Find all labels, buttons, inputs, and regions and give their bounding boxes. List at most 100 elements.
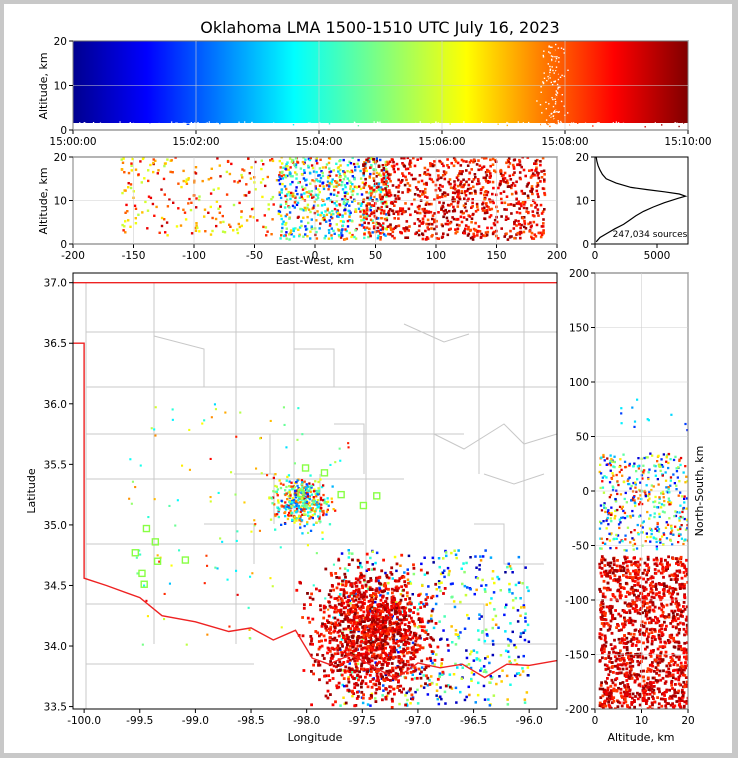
plan-view-source xyxy=(515,672,519,675)
east-west-source xyxy=(440,162,444,165)
time-height-source xyxy=(576,123,578,126)
plan-view-source xyxy=(521,667,524,670)
plan-view-source xyxy=(384,646,387,650)
east-west-source xyxy=(328,170,331,174)
plan-view-source xyxy=(373,668,377,671)
time-height-source xyxy=(522,122,524,124)
east-west-source xyxy=(513,158,517,161)
time-height-source xyxy=(549,117,551,119)
time-height-source xyxy=(637,57,639,59)
time-height-source xyxy=(556,73,558,75)
time-height-source xyxy=(545,88,547,91)
east-west-source xyxy=(510,212,513,215)
east-west-source xyxy=(337,229,340,232)
east-west-source xyxy=(537,176,541,180)
plan-view-source xyxy=(395,562,399,566)
east-west-source xyxy=(244,194,248,197)
east-west-source xyxy=(364,166,367,170)
plan-view-source xyxy=(359,652,363,656)
east-west-source xyxy=(500,197,503,201)
east-west-source xyxy=(147,195,151,198)
plan-view-source xyxy=(312,503,315,506)
east-west-source xyxy=(464,227,467,231)
plan-view-source xyxy=(368,669,371,672)
time-height-source xyxy=(328,123,331,125)
plan-view-source xyxy=(248,628,251,631)
plan-view-source xyxy=(370,659,374,663)
plan-view-source xyxy=(365,633,369,637)
east-west-source xyxy=(182,179,185,183)
plan-view-source xyxy=(306,504,309,507)
east-west-source xyxy=(485,190,488,193)
east-west-source xyxy=(426,168,430,172)
east-west-source xyxy=(539,235,543,239)
time-height-source xyxy=(657,43,659,45)
plan-view-source xyxy=(302,493,305,496)
east-west-source xyxy=(430,202,433,206)
plan-view-source xyxy=(381,698,384,702)
east-west-source xyxy=(183,211,187,214)
plan-view-source xyxy=(309,529,313,532)
plan-view-source xyxy=(466,613,469,617)
plan-view-source xyxy=(350,585,354,588)
plan-view-source xyxy=(410,677,414,681)
plan-view-source xyxy=(343,650,347,654)
plan-view-source xyxy=(465,561,468,565)
time-height-source xyxy=(466,100,468,103)
plan-view-source xyxy=(477,629,480,632)
time-height-source xyxy=(577,122,579,125)
east-west-source xyxy=(388,177,391,181)
plan-view-source xyxy=(371,611,375,615)
east-west-source xyxy=(122,229,125,232)
time-height-source xyxy=(217,126,219,128)
east-west-source xyxy=(324,210,327,213)
plan-view-source xyxy=(469,666,473,670)
east-west-source xyxy=(372,179,376,182)
east-west-source xyxy=(337,166,340,169)
x-tick-label: -150 xyxy=(122,250,146,262)
east-west-source xyxy=(367,231,371,234)
east-west-source xyxy=(450,202,453,206)
plan-view-source xyxy=(350,670,354,674)
plan-view-source xyxy=(476,693,480,697)
time-height-source xyxy=(319,106,321,108)
plan-view-source xyxy=(513,659,517,662)
plan-view-source xyxy=(344,581,348,585)
time-height-source xyxy=(673,125,675,127)
plan-view-source xyxy=(454,633,458,636)
east-west-source xyxy=(288,233,291,236)
plan-view-source xyxy=(345,591,349,595)
east-west-source xyxy=(456,178,460,182)
plan-view-source xyxy=(360,664,363,668)
east-west-source xyxy=(344,238,347,241)
plan-view-source xyxy=(422,625,426,629)
east-west-source xyxy=(384,234,387,237)
east-west-source xyxy=(468,171,472,174)
east-west-source xyxy=(395,210,398,214)
east-west-source xyxy=(480,168,483,171)
plan-view-source xyxy=(287,495,290,498)
east-west-source xyxy=(455,190,459,193)
plan-view-source xyxy=(411,697,415,701)
plan-view-source xyxy=(294,493,297,496)
plan-view-source xyxy=(387,662,390,665)
time-height-source xyxy=(548,121,551,124)
plan-view-source xyxy=(474,576,478,579)
east-west-source xyxy=(367,221,370,225)
plan-view-source xyxy=(318,519,321,523)
plan-view-source xyxy=(348,618,352,622)
plan-view-source xyxy=(376,625,379,628)
plan-view-source xyxy=(351,552,354,555)
plan-view-source xyxy=(523,698,527,701)
time-height-source xyxy=(610,95,612,98)
plan-view-source xyxy=(283,423,286,426)
time-height-source xyxy=(76,59,79,61)
time-height-source xyxy=(444,121,446,123)
east-west-source xyxy=(405,220,409,223)
plan-view-source xyxy=(343,567,347,570)
east-west-source xyxy=(354,208,357,211)
east-west-source xyxy=(508,185,512,188)
plan-view-source xyxy=(383,605,386,609)
plan-view-source xyxy=(397,644,400,648)
east-west-source xyxy=(267,203,270,206)
